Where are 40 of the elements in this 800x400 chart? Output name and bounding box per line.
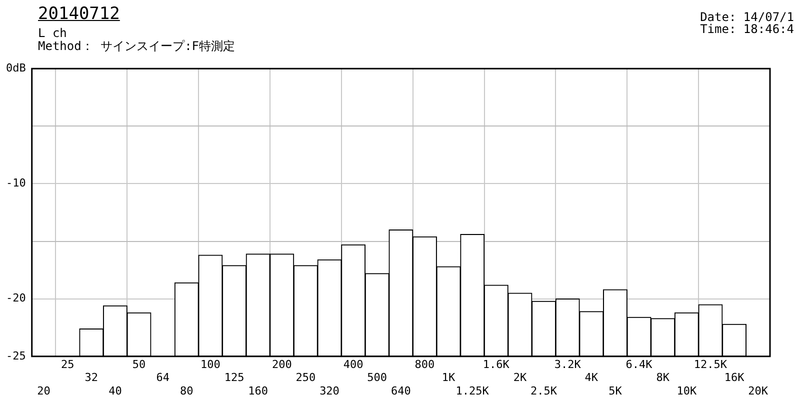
x-tick-label: 1K bbox=[442, 371, 456, 384]
x-tick-label: 640 bbox=[390, 384, 411, 398]
x-tick-label: 20 bbox=[37, 384, 50, 398]
x-tick-label: 400 bbox=[343, 358, 364, 371]
x-tick-label: 12.5K bbox=[694, 358, 728, 371]
x-tick-label: 1.25K bbox=[456, 384, 490, 398]
x-tick-label: 250 bbox=[296, 371, 316, 384]
x-tick-label: 64 bbox=[156, 371, 170, 384]
x-tick-label: 100 bbox=[200, 358, 220, 371]
x-tick-label: 3.2K bbox=[554, 358, 582, 371]
x-tick-label: 32 bbox=[84, 371, 98, 384]
y-tick-label: -10 bbox=[6, 176, 26, 190]
chart-title: 20140712 bbox=[38, 4, 120, 24]
x-tick-label: 25 bbox=[60, 358, 74, 371]
x-tick-label: 10K bbox=[676, 384, 697, 398]
x-tick-label: 8K bbox=[656, 371, 670, 384]
x-tick-label: 200 bbox=[272, 358, 292, 371]
x-tick-label: 80 bbox=[180, 384, 194, 398]
chart-subtitle: L ch bbox=[38, 26, 67, 40]
y-tick-label: -20 bbox=[6, 292, 26, 305]
x-tick-label: 500 bbox=[367, 371, 388, 384]
x-tick-label: 50 bbox=[132, 358, 146, 371]
x-tick-label: 6.4K bbox=[626, 358, 653, 371]
x-tick-label: 20K bbox=[748, 384, 768, 398]
x-tick-label: 40 bbox=[108, 384, 122, 398]
x-tick-label: 800 bbox=[414, 358, 435, 371]
x-tick-label: 125 bbox=[224, 371, 244, 384]
text: Time: 18:46:4 bbox=[700, 22, 794, 36]
x-tick-label: 2K bbox=[513, 371, 527, 384]
text: Date: 14/07/1 bbox=[700, 10, 794, 24]
x-tick-label: 16K bbox=[724, 371, 745, 384]
x-tick-label: 4K bbox=[584, 371, 598, 384]
x-tick-label: 160 bbox=[248, 384, 268, 398]
x-tick-label: 320 bbox=[320, 384, 340, 398]
y-tick-label: 0dB bbox=[6, 61, 26, 74]
x-tick-label: 1.6K bbox=[482, 358, 510, 371]
y-tick-label: -25 bbox=[6, 349, 26, 362]
x-tick-label: 5K bbox=[608, 384, 622, 398]
text: Method： サインスイープ:F特測定 bbox=[38, 38, 236, 55]
x-tick-label: 2.5K bbox=[530, 384, 558, 398]
